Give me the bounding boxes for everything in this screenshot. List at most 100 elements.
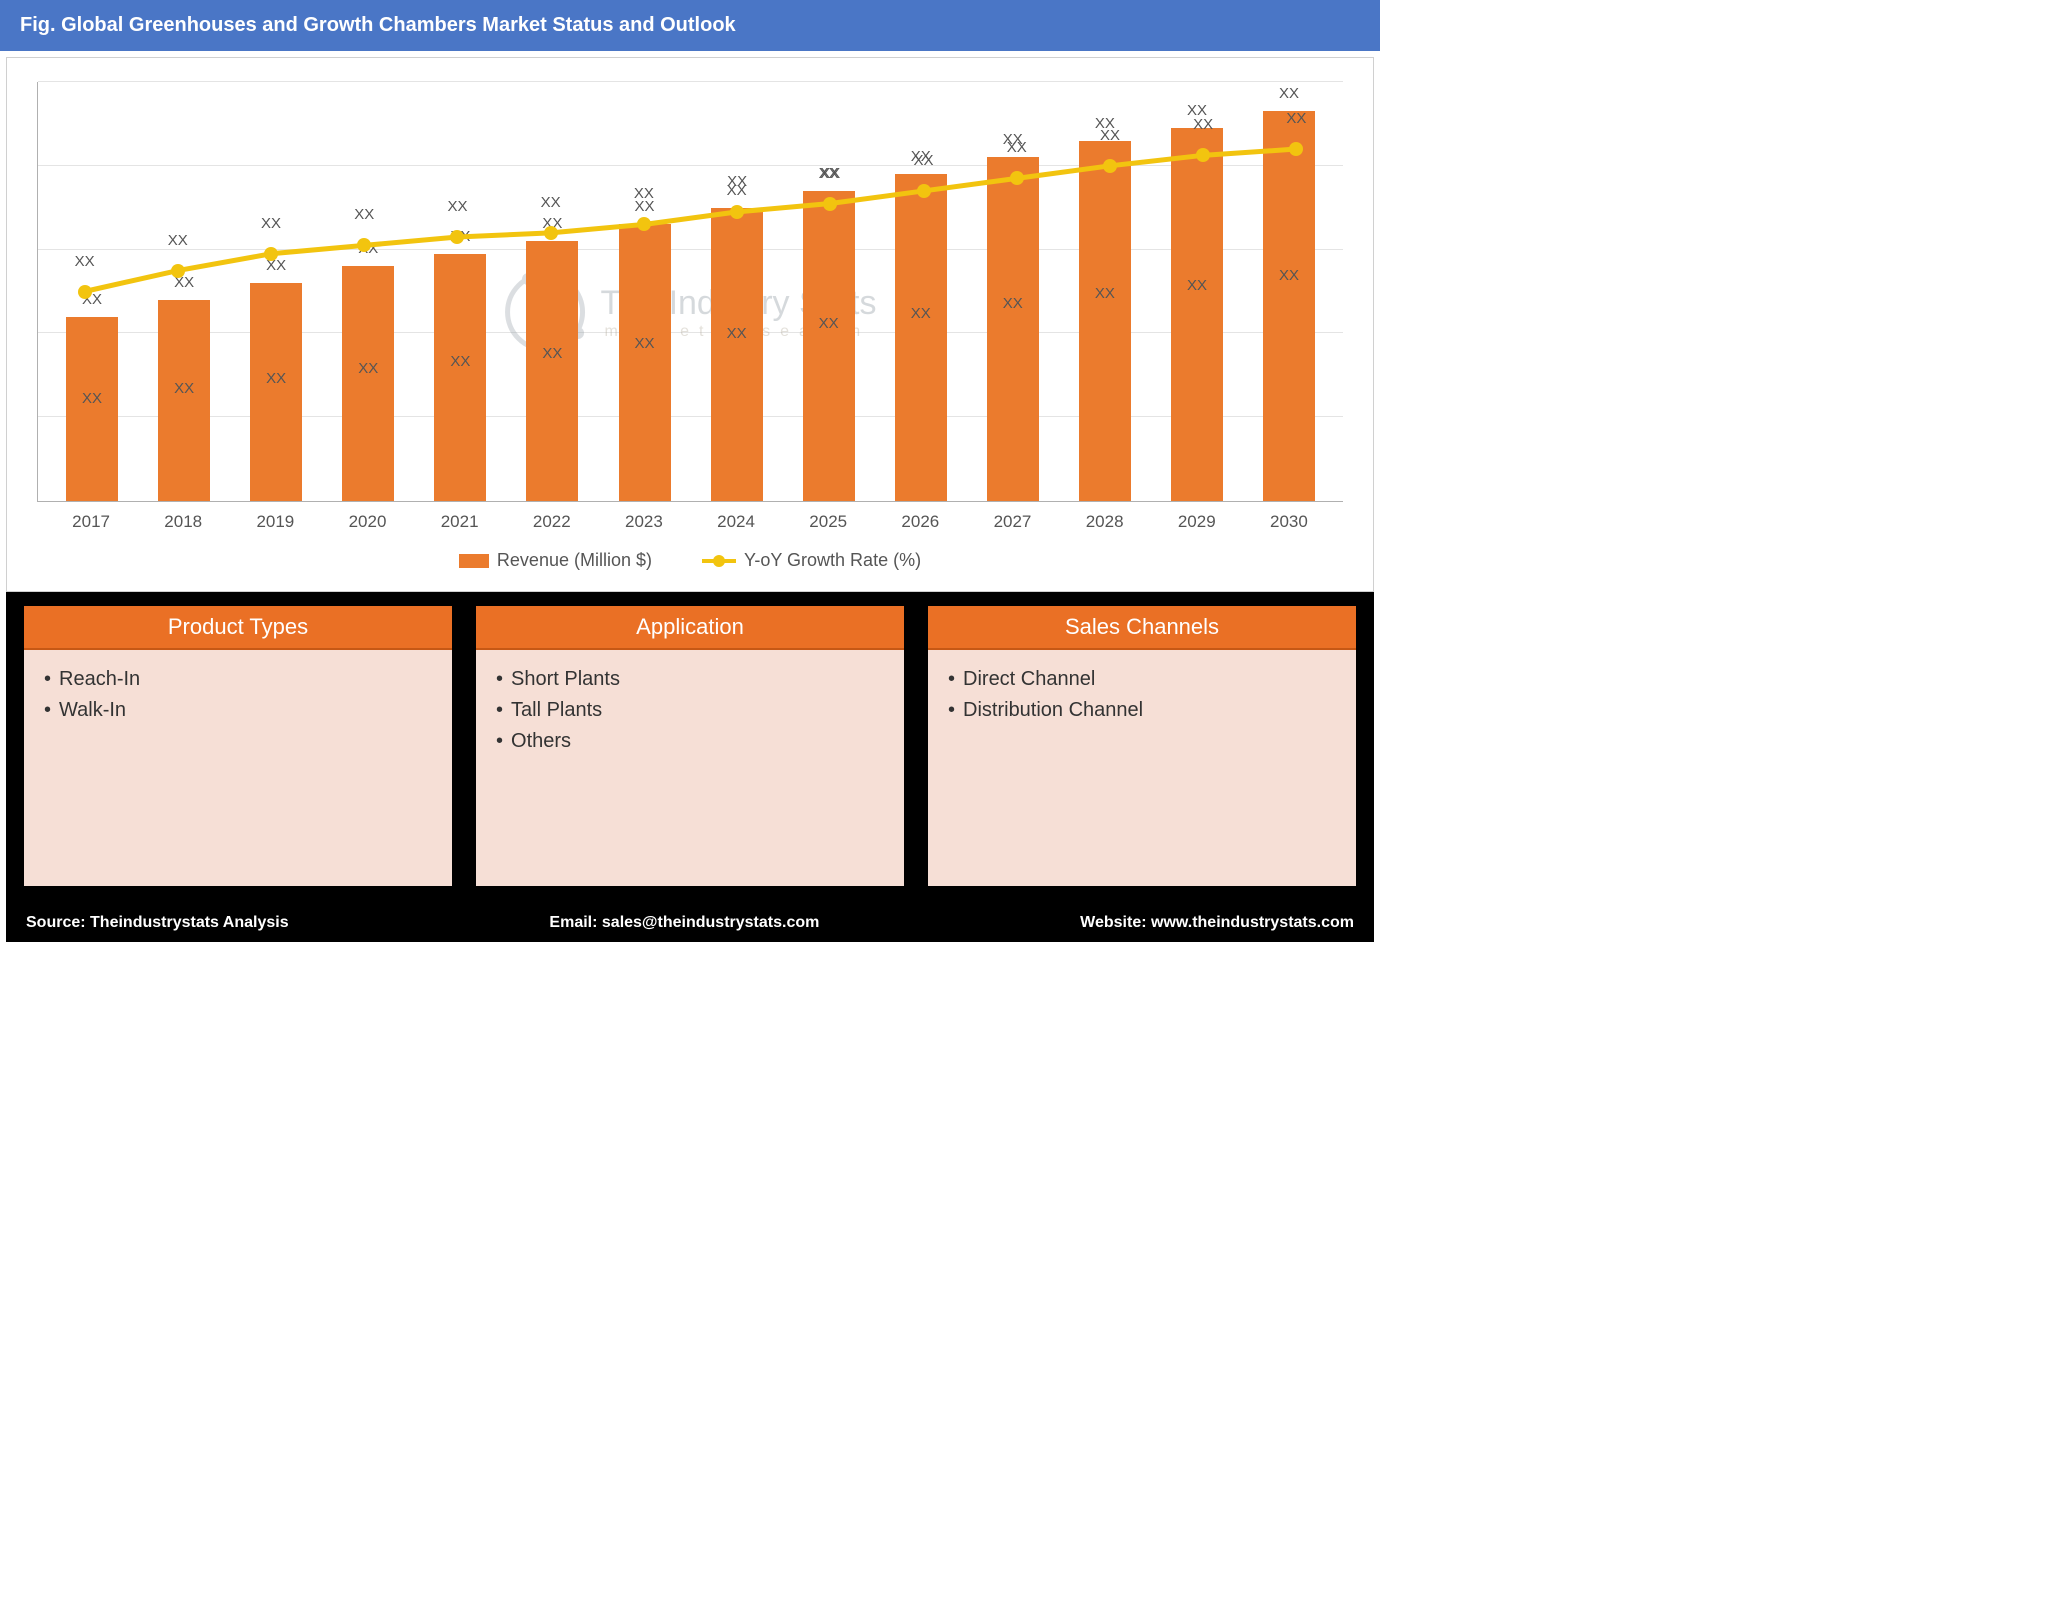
bar-top-label: XX	[1279, 85, 1299, 102]
footer-website: Website: www.theindustrystats.com	[1080, 914, 1354, 932]
revenue-bar: XXXX	[250, 283, 302, 501]
bar-inner-label: XX	[1187, 277, 1207, 294]
x-axis-tick: 2027	[966, 512, 1058, 532]
growth-line-marker	[264, 247, 278, 261]
x-axis: 2017201820192020202120222023202420252026…	[37, 502, 1343, 532]
growth-line-marker	[171, 264, 185, 278]
legend-label-revenue: Revenue (Million $)	[497, 550, 652, 571]
chart-plot-area: The Industry Stats market research XXXXX…	[37, 82, 1343, 502]
card-list-item: Distribution Channel	[948, 695, 1336, 726]
bar-inner-label: XX	[358, 360, 378, 377]
revenue-bar: XXXX	[342, 266, 394, 501]
revenue-bar: XXXX	[619, 224, 671, 501]
x-axis-tick: 2017	[45, 512, 137, 532]
bar-group: XXXX	[138, 82, 230, 501]
revenue-bar: XX XX	[1263, 111, 1315, 501]
figure-title: Fig. Global Greenhouses and Growth Chamb…	[0, 0, 1380, 51]
info-card: Sales ChannelsDirect ChannelDistribution…	[928, 606, 1356, 886]
card-header: Product Types	[24, 606, 452, 650]
x-axis-tick: 2021	[414, 512, 506, 532]
revenue-bar: XXXX	[711, 208, 763, 501]
x-axis-tick: 2022	[506, 512, 598, 532]
x-axis-tick: 2026	[874, 512, 966, 532]
growth-line-label: XX	[727, 173, 747, 190]
chart-panel: The Industry Stats market research XXXXX…	[6, 57, 1374, 592]
bar-group: XX XX	[598, 82, 690, 501]
bar-group: XXXX	[783, 82, 875, 501]
card-header: Application	[476, 606, 904, 650]
x-axis-tick: 2023	[598, 512, 690, 532]
revenue-bar: XXXX	[66, 317, 118, 501]
bar-inner-label: XX	[911, 305, 931, 322]
x-axis-tick: 2024	[690, 512, 782, 532]
bar-inner-label: XX	[266, 370, 286, 387]
bar-group: XX XX	[691, 82, 783, 501]
legend-item-growth: Y-oY Growth Rate (%)	[702, 550, 921, 571]
growth-line-label: XX	[1286, 110, 1306, 127]
bar-group: XX XX	[1243, 82, 1335, 501]
revenue-bar: XXXX	[1171, 128, 1223, 501]
legend-item-revenue: Revenue (Million $)	[459, 550, 652, 571]
card-body: Direct ChannelDistribution Channel	[928, 650, 1356, 740]
revenue-bar: XXXX	[803, 191, 855, 501]
x-axis-tick: 2025	[782, 512, 874, 532]
x-axis-tick: 2019	[229, 512, 321, 532]
growth-line-marker	[357, 238, 371, 252]
card-list-item: Direct Channel	[948, 664, 1336, 695]
bar-group: XX XX	[322, 82, 414, 501]
growth-line-label: XX	[1100, 127, 1120, 144]
growth-line-label: XX	[914, 152, 934, 169]
growth-line-label: XX	[541, 194, 561, 211]
growth-line-label: XX	[75, 253, 95, 270]
card-body: Reach-InWalk-In	[24, 650, 452, 740]
growth-line-marker	[917, 184, 931, 198]
bar-inner-label: XX	[727, 325, 747, 342]
revenue-bar: XXXX	[987, 157, 1039, 501]
growth-line-marker	[1289, 142, 1303, 156]
growth-line-marker	[1196, 148, 1210, 162]
bar-inner-label: XX	[1279, 267, 1299, 284]
bar-group: XX XX	[875, 82, 967, 501]
bar-inner-label: XX	[634, 335, 654, 352]
card-body: Short PlantsTall PlantsOthers	[476, 650, 904, 771]
growth-line-label: XX	[634, 185, 654, 202]
x-axis-tick: 2030	[1243, 512, 1335, 532]
info-card: ApplicationShort PlantsTall PlantsOthers	[476, 606, 904, 886]
growth-line-marker	[544, 226, 558, 240]
cards-row: Product TypesReach-InWalk-InApplicationS…	[6, 592, 1374, 900]
growth-line-marker	[450, 230, 464, 244]
card-list-item: Walk-In	[44, 695, 432, 726]
growth-line-label: XX	[447, 198, 467, 215]
growth-line-label: XX	[354, 206, 374, 223]
revenue-bar: XXXX	[1079, 141, 1131, 501]
bar-inner-label: XX	[819, 315, 839, 332]
chart-legend: Revenue (Million $) Y-oY Growth Rate (%)	[37, 532, 1343, 581]
legend-swatch-line	[702, 559, 736, 563]
revenue-bar: XXXX	[434, 254, 486, 501]
footer-source: Source: Theindustrystats Analysis	[26, 914, 289, 932]
legend-label-growth: Y-oY Growth Rate (%)	[744, 550, 921, 571]
card-list-item: Tall Plants	[496, 695, 884, 726]
revenue-bar: XXXX	[526, 241, 578, 501]
bar-inner-label: XX	[450, 353, 470, 370]
legend-swatch-bar	[459, 554, 489, 568]
revenue-bar: XXXX	[158, 300, 210, 501]
growth-line-label: XX	[1007, 139, 1027, 156]
footer-email: Email: sales@theindustrystats.com	[549, 914, 819, 932]
x-axis-tick: 2029	[1151, 512, 1243, 532]
growth-line-marker	[78, 285, 92, 299]
bar-inner-label: XX	[1003, 295, 1023, 312]
growth-line-marker	[730, 205, 744, 219]
card-list-item: Others	[496, 726, 884, 757]
bar-group: XXXX	[1151, 82, 1243, 501]
bar-group: XX XX	[1059, 82, 1151, 501]
card-list-item: Short Plants	[496, 664, 884, 695]
growth-line-label: XX	[261, 215, 281, 232]
growth-line-marker	[823, 197, 837, 211]
growth-line-marker	[1010, 171, 1024, 185]
card-header: Sales Channels	[928, 606, 1356, 650]
bar-group: XX XX	[230, 82, 322, 501]
bar-group: XXXX	[506, 82, 598, 501]
bar-inner-label: XX	[1095, 285, 1115, 302]
bar-inner-label: XX	[82, 390, 102, 407]
